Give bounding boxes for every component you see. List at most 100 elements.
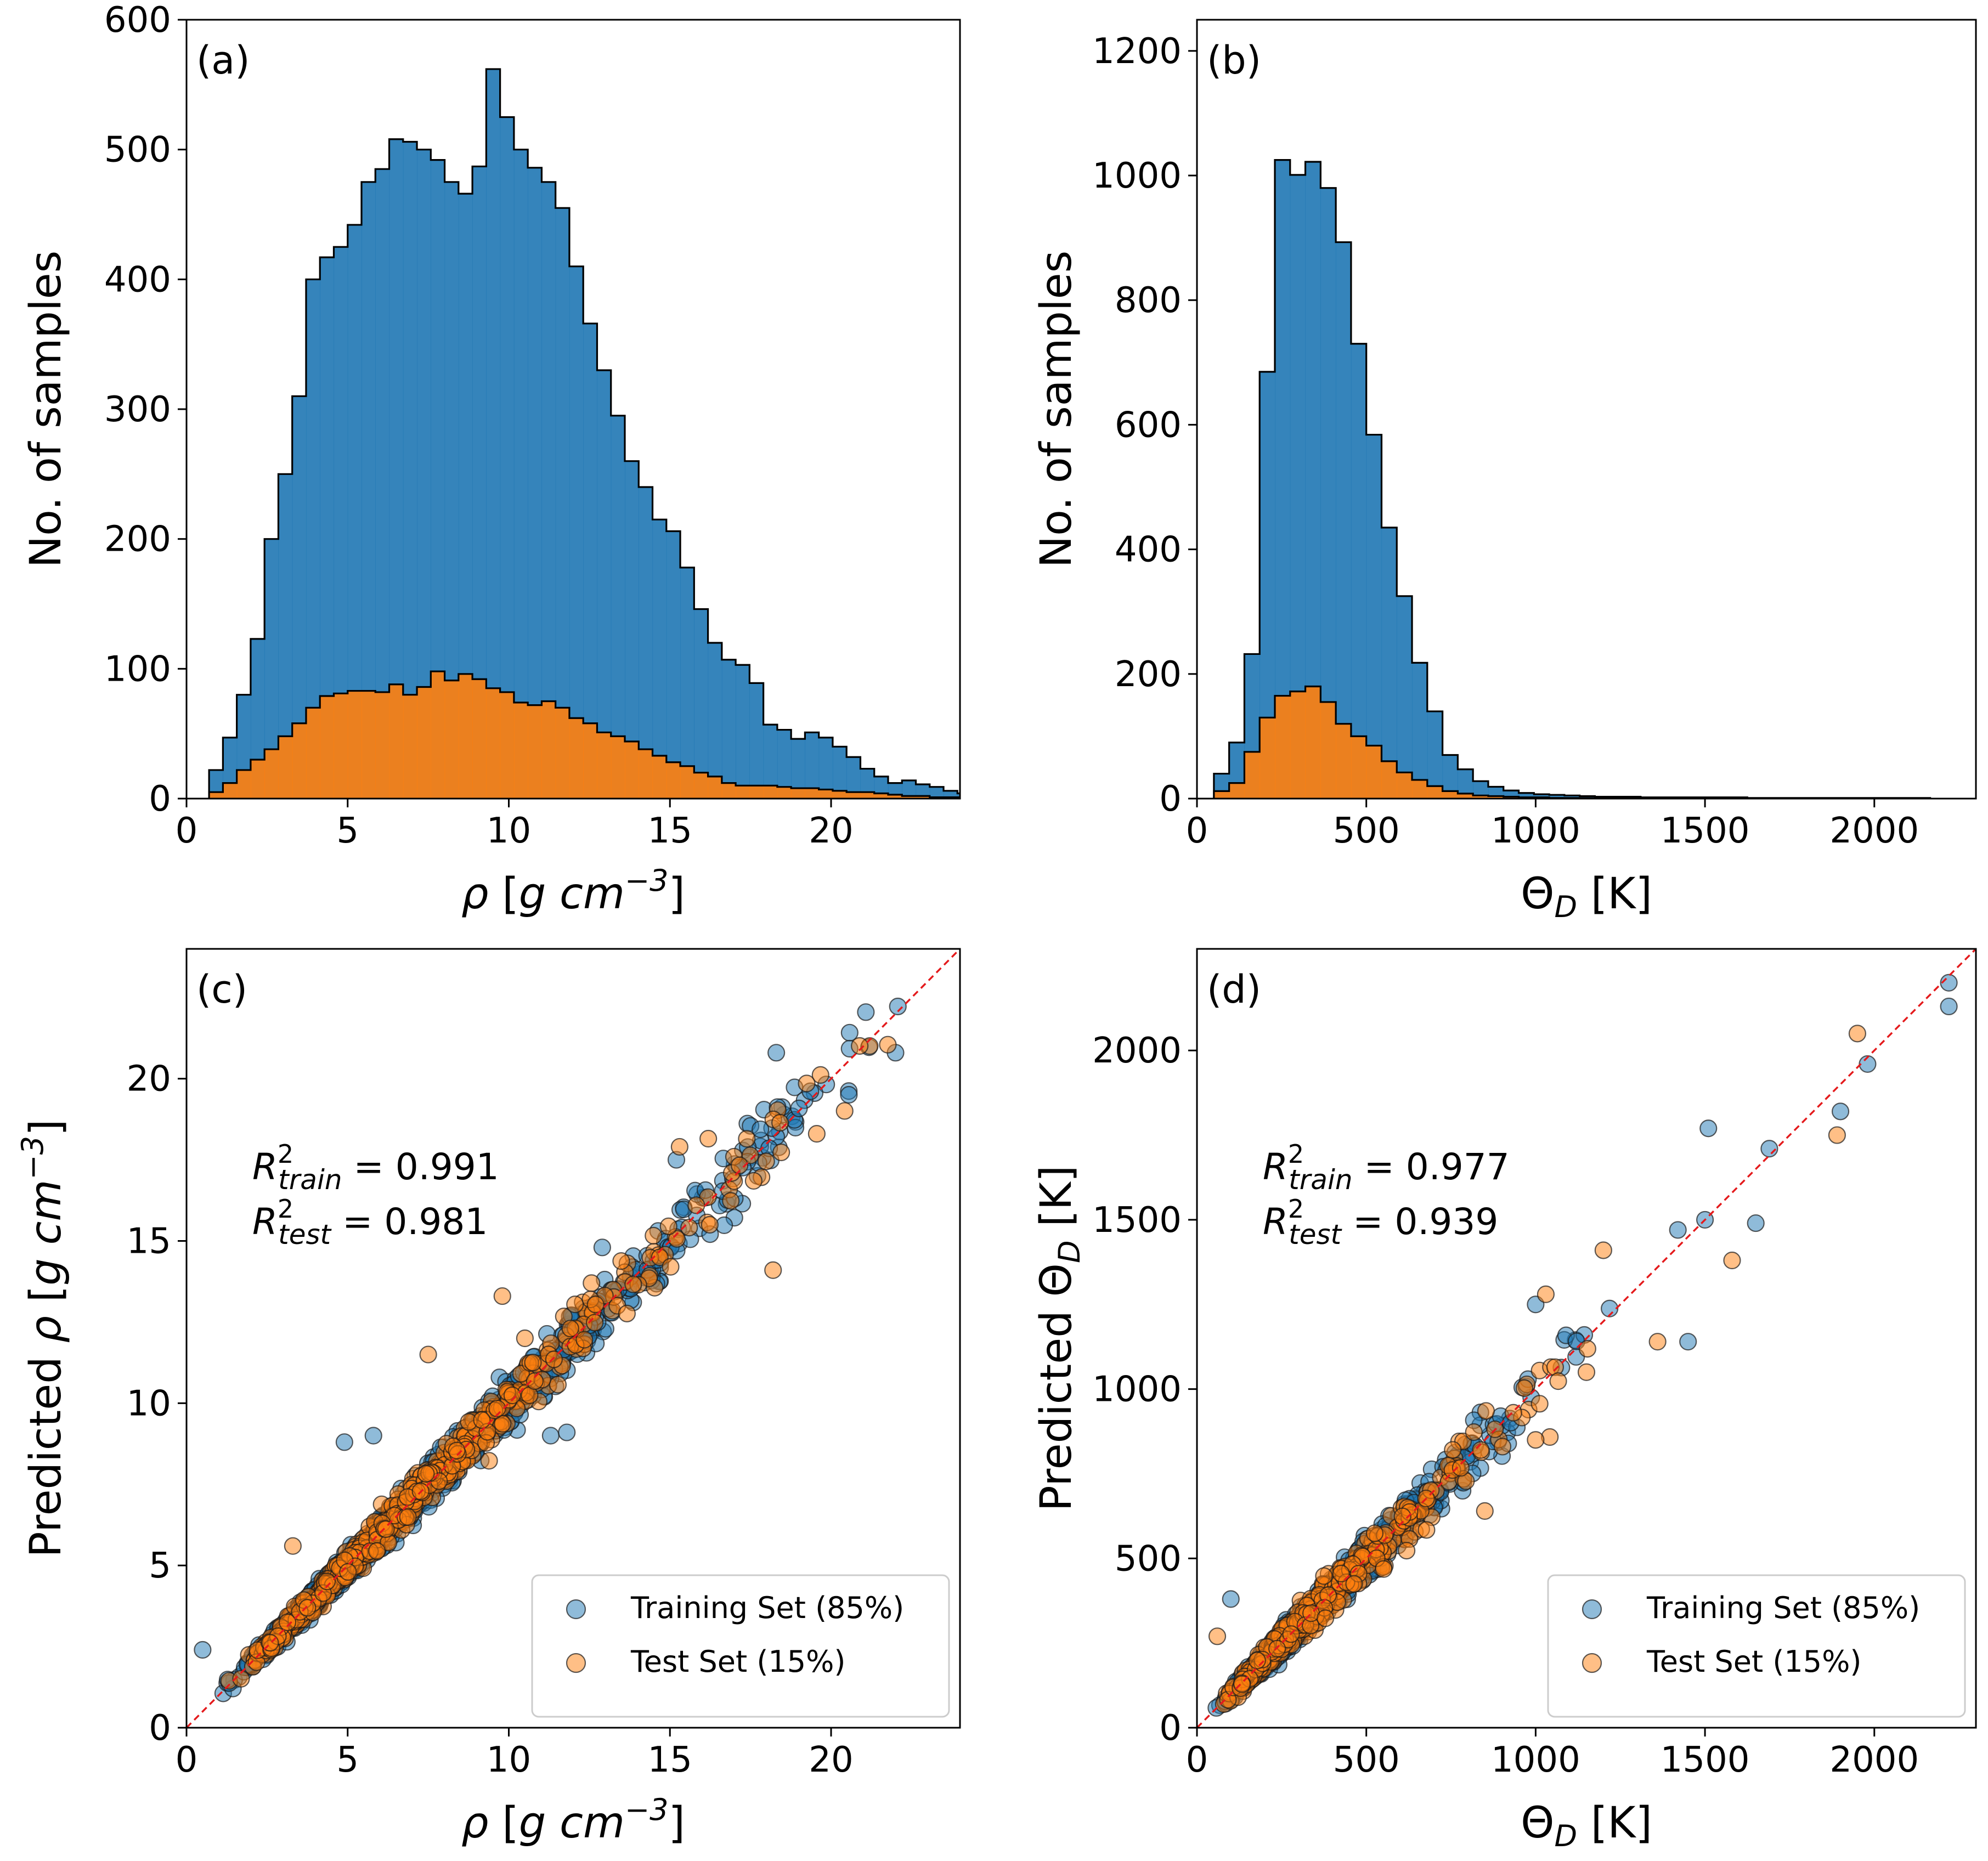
y-axis-label-prefix: Predicted (21, 1343, 71, 1558)
r2_train-R: R (1263, 1146, 1288, 1188)
histogram-bar (389, 684, 404, 799)
scatter-point (1577, 1363, 1596, 1381)
scatter-point (1317, 1609, 1335, 1627)
histogram-bar (1503, 796, 1520, 799)
histogram-bar (223, 783, 238, 799)
histogram-bar (403, 694, 417, 799)
histogram-bar (888, 794, 902, 799)
scatter-point (772, 1143, 790, 1162)
scatter-point (1527, 1431, 1545, 1449)
scatter-point (624, 1275, 642, 1293)
scatter-point (835, 1102, 854, 1120)
scatter-point (752, 1120, 770, 1139)
scatter-point (1208, 1627, 1227, 1645)
histogram-bar (957, 793, 960, 799)
scatter-point (494, 1415, 512, 1433)
legend-box (1547, 1574, 1966, 1718)
scatter-point (488, 1399, 506, 1418)
histogram-bar (1458, 793, 1473, 799)
x-axis-label-sub: D (1555, 1819, 1578, 1853)
scatter-point (767, 1044, 786, 1062)
scatter-point (1848, 1025, 1867, 1043)
series-train (208, 68, 1041, 799)
x-tick-label: 0 (176, 1740, 198, 1780)
scatter-point (541, 1427, 560, 1445)
histogram-bar (1305, 686, 1321, 799)
scatter-point (583, 1274, 601, 1292)
panel-label: (c) (196, 967, 247, 1012)
histogram-bar (818, 737, 833, 799)
scatter-point (670, 1138, 688, 1156)
histogram-bar (1351, 343, 1367, 799)
histogram-bar (652, 519, 667, 799)
histogram-bar (1427, 711, 1443, 799)
histogram-bar (362, 691, 376, 799)
histogram-bar (292, 723, 307, 799)
r2_test-R: R (1263, 1201, 1288, 1243)
x-tick-label: 10 (487, 1740, 531, 1780)
histogram-bar (1027, 796, 1041, 799)
r2_train-value: = 0.977 (1353, 1146, 1510, 1188)
scatter-point (593, 1238, 611, 1257)
histogram-bar (666, 762, 681, 799)
x-tick-label: 0 (1186, 1740, 1208, 1780)
x-axis-label: ρ [g cm−3] (461, 863, 685, 919)
scatter-point (1537, 1285, 1555, 1303)
histogram-bar (528, 705, 543, 799)
x-axis-label-exp: −3 (625, 863, 669, 898)
scatter-point (687, 1196, 705, 1214)
x-tick-label: 20 (809, 1740, 853, 1780)
scatter-point (561, 1320, 579, 1338)
x-tick-label: 500 (1333, 811, 1400, 851)
scatter-point (1723, 1251, 1741, 1270)
y-tick-label: 1000 (1092, 156, 1182, 196)
scatter-point (1549, 1372, 1567, 1390)
x-tick-label: 15 (648, 811, 692, 851)
scatter-point (298, 1599, 317, 1617)
histogram-bar (721, 783, 736, 799)
r2_train-sub: train (278, 1164, 342, 1196)
x-tick-label: 0 (176, 811, 198, 851)
scatter-point (339, 1563, 357, 1581)
scatter-point (730, 1156, 749, 1174)
histogram-bar (250, 760, 265, 799)
series-test (220, 1036, 897, 1690)
histogram-bar (985, 795, 999, 799)
r2_train-sup: 2 (1288, 1139, 1304, 1169)
scatter-point (1315, 1567, 1333, 1585)
y-tick-label: 0 (149, 779, 171, 819)
histogram-bar (278, 736, 293, 799)
y-axis-label-suffix: ] (21, 1119, 71, 1136)
scatter-point (738, 1130, 756, 1148)
histogram-bar (749, 785, 764, 799)
scatter-point (1222, 1590, 1240, 1608)
x-axis-label-rest: [K] (1577, 1798, 1652, 1848)
histogram-bar (417, 687, 431, 799)
scatter-point (662, 1258, 680, 1276)
y-tick-label: 1500 (1092, 1200, 1182, 1241)
y-tick-label: 600 (1115, 405, 1182, 445)
histogram-bar (805, 788, 820, 799)
histogram-bar (694, 772, 709, 799)
series-test (1208, 1025, 1867, 1713)
y-axis-label-symbol: Θ (1032, 1263, 1081, 1297)
scatter-point (1477, 1402, 1495, 1420)
histogram-bar (1229, 783, 1245, 799)
y-axis-label-rest: [K] (1032, 1166, 1081, 1241)
histogram-bar (860, 792, 875, 799)
x-axis-label: ΘD [K] (1521, 869, 1652, 924)
histogram-bar (403, 142, 417, 799)
scatter-point (1859, 1055, 1877, 1073)
histogram-bar (749, 683, 764, 799)
histogram-bar (472, 679, 487, 799)
histogram-bar (555, 708, 570, 799)
scatter-point (1398, 1541, 1416, 1560)
histogram-bar (1320, 702, 1336, 799)
y-tick-label: 300 (104, 389, 171, 430)
scatter-point (1515, 1379, 1533, 1398)
x-axis-label: ΘD [K] (1521, 1798, 1652, 1853)
histogram-bar (1275, 160, 1291, 799)
scatter-point (1393, 1507, 1411, 1525)
